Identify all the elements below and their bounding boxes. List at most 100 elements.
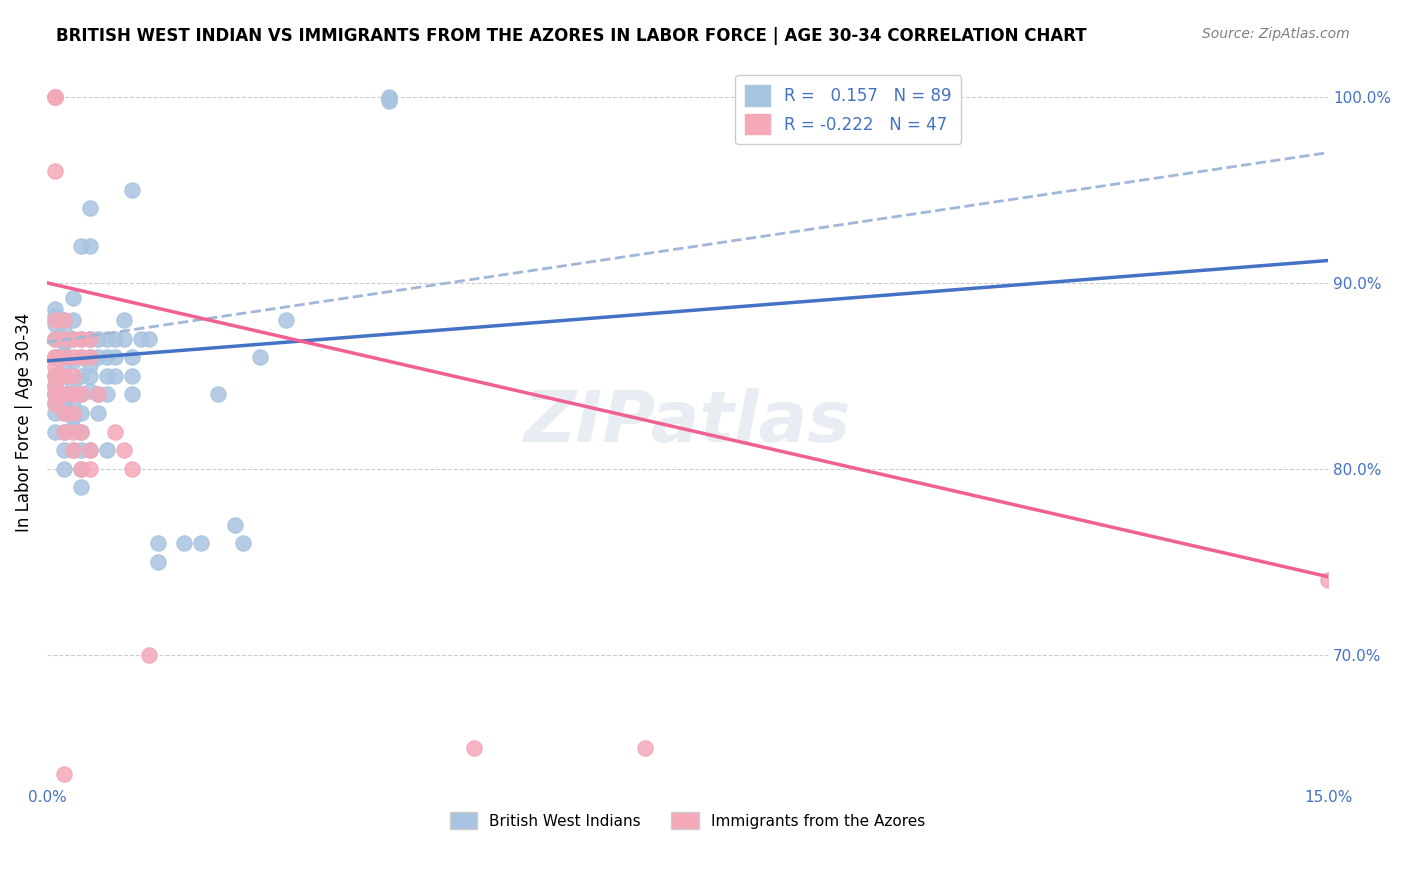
Point xyxy=(62,409,84,424)
Point xyxy=(62,425,84,439)
Point xyxy=(129,332,152,346)
Point xyxy=(52,332,75,346)
Point xyxy=(52,335,75,350)
Point xyxy=(44,90,66,104)
Point xyxy=(79,238,101,252)
Point xyxy=(44,387,66,401)
Point xyxy=(79,443,101,458)
Point xyxy=(112,443,135,458)
Point xyxy=(52,324,75,338)
Point xyxy=(44,350,66,364)
Point xyxy=(62,443,84,458)
Point xyxy=(44,301,66,316)
Point xyxy=(44,313,66,327)
Point xyxy=(44,378,66,392)
Point xyxy=(52,313,75,327)
Point xyxy=(62,291,84,305)
Point xyxy=(52,425,75,439)
Point xyxy=(70,350,93,364)
Point xyxy=(79,462,101,476)
Point xyxy=(62,376,84,391)
Point xyxy=(52,368,75,383)
Point xyxy=(52,350,75,364)
Point xyxy=(96,443,118,458)
Point xyxy=(52,346,75,360)
Point xyxy=(44,380,66,394)
Point xyxy=(52,350,75,364)
Point xyxy=(44,368,66,383)
Point xyxy=(224,517,246,532)
Point xyxy=(44,332,66,346)
Point xyxy=(79,443,101,458)
Point xyxy=(52,406,75,420)
Point xyxy=(44,368,66,383)
Point xyxy=(96,368,118,383)
Point xyxy=(79,350,101,364)
Point xyxy=(70,406,93,420)
Y-axis label: In Labor Force | Age 30-34: In Labor Force | Age 30-34 xyxy=(15,313,32,532)
Point xyxy=(62,332,84,346)
Point xyxy=(96,387,118,401)
Point xyxy=(121,387,143,401)
Point xyxy=(146,536,169,550)
Point xyxy=(804,90,827,104)
Point xyxy=(44,425,66,439)
Point xyxy=(44,395,66,409)
Text: ZIPatlas: ZIPatlas xyxy=(524,388,851,457)
Point xyxy=(52,387,75,401)
Point xyxy=(44,387,66,401)
Point xyxy=(79,332,101,346)
Point xyxy=(62,387,84,401)
Point xyxy=(96,350,118,364)
Point xyxy=(232,536,254,550)
Point xyxy=(44,332,66,346)
Point xyxy=(52,395,75,409)
Point xyxy=(377,90,399,104)
Point xyxy=(44,350,66,364)
Point xyxy=(79,202,101,216)
Point xyxy=(79,368,101,383)
Point xyxy=(207,387,229,401)
Point xyxy=(44,406,66,420)
Point xyxy=(79,350,101,364)
Point xyxy=(44,397,66,411)
Point xyxy=(70,332,93,346)
Point xyxy=(104,368,127,383)
Point xyxy=(70,238,93,252)
Point xyxy=(70,480,93,494)
Point xyxy=(44,387,66,401)
Point xyxy=(173,536,195,550)
Point xyxy=(62,443,84,458)
Point xyxy=(52,462,75,476)
Point xyxy=(70,387,93,401)
Point xyxy=(138,648,160,662)
Point xyxy=(52,332,75,346)
Point xyxy=(44,90,66,104)
Point xyxy=(87,406,110,420)
Point xyxy=(44,90,66,104)
Point xyxy=(96,332,118,346)
Point xyxy=(44,359,66,374)
Point xyxy=(52,368,75,383)
Point xyxy=(52,767,75,781)
Point xyxy=(44,332,66,346)
Point xyxy=(70,368,93,383)
Point xyxy=(87,387,110,401)
Point xyxy=(463,740,485,755)
Point xyxy=(62,313,84,327)
Point xyxy=(70,462,93,476)
Legend: British West Indians, Immigrants from the Azores: British West Indians, Immigrants from th… xyxy=(443,805,932,836)
Point xyxy=(79,358,101,372)
Point xyxy=(121,183,143,197)
Point xyxy=(70,462,93,476)
Point xyxy=(634,740,657,755)
Point xyxy=(44,164,66,178)
Point xyxy=(52,387,75,401)
Point xyxy=(87,350,110,364)
Point xyxy=(377,92,399,106)
Point xyxy=(79,332,101,346)
Point xyxy=(146,555,169,569)
Point xyxy=(62,421,84,435)
Point xyxy=(44,90,66,104)
Point xyxy=(104,350,127,364)
